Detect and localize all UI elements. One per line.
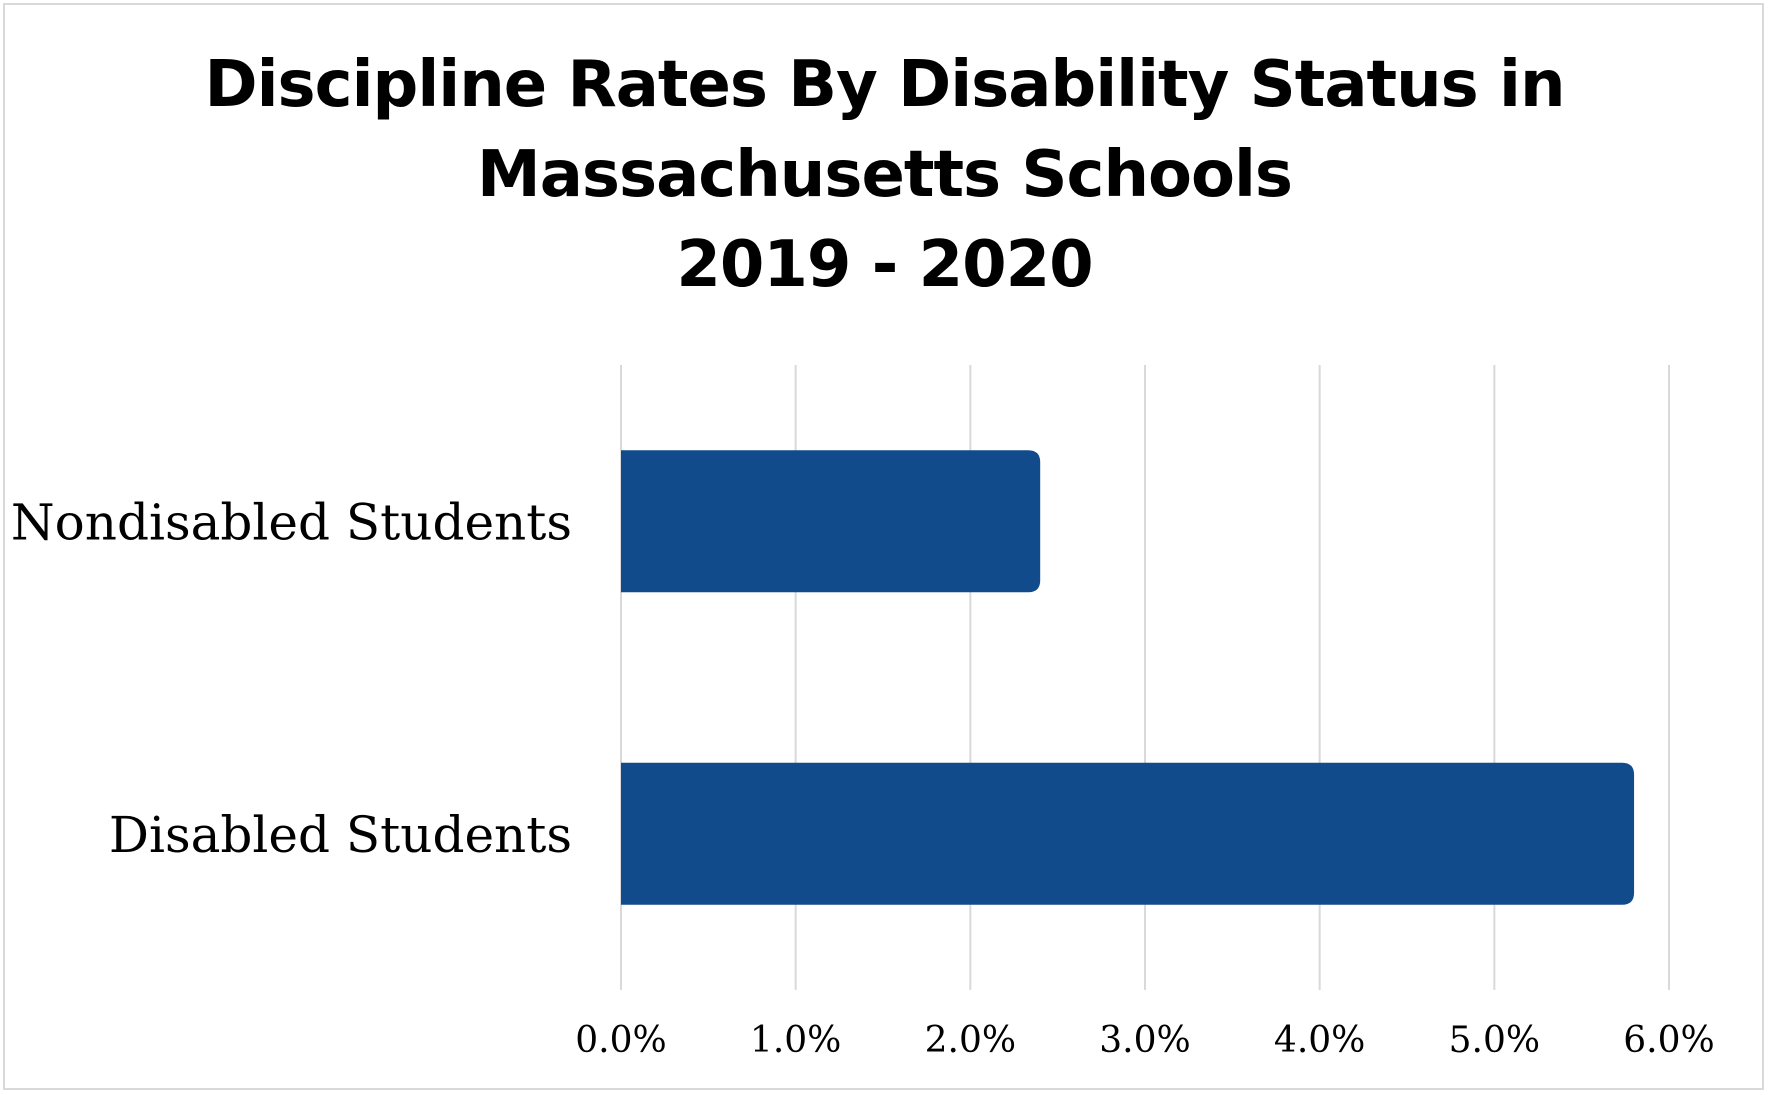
bar-nondisabled-students xyxy=(621,450,1041,593)
x-tick-labels: 0.0% 1.0% 2.0% 3.0% 4.0% 5.0% 6.0% xyxy=(575,1020,1714,1061)
chart-title-line-1: Discipline Rates By Disability Status in xyxy=(204,48,1565,122)
x-tick-label: 6.0% xyxy=(1623,1020,1714,1061)
chart-title-line-2: Massachusetts Schools xyxy=(477,138,1293,212)
x-tick-label: 2.0% xyxy=(925,1020,1016,1061)
bars xyxy=(621,450,1635,905)
category-label: Disabled Students xyxy=(109,806,572,864)
bar-disabled-students xyxy=(621,762,1635,905)
x-tick-label: 5.0% xyxy=(1449,1020,1540,1061)
chart-title: Discipline Rates By Disability Status in… xyxy=(0,40,1769,310)
x-tick-label: 0.0% xyxy=(575,1020,666,1061)
x-tick-label: 3.0% xyxy=(1099,1020,1190,1061)
x-tick-label: 1.0% xyxy=(750,1020,841,1061)
chart-title-line-3: 2019 - 2020 xyxy=(676,228,1093,302)
category-label: Nondisabled Students xyxy=(11,493,572,551)
category-labels: Nondisabled Students Disabled Students xyxy=(11,493,572,864)
x-tick-label: 4.0% xyxy=(1274,1020,1365,1061)
